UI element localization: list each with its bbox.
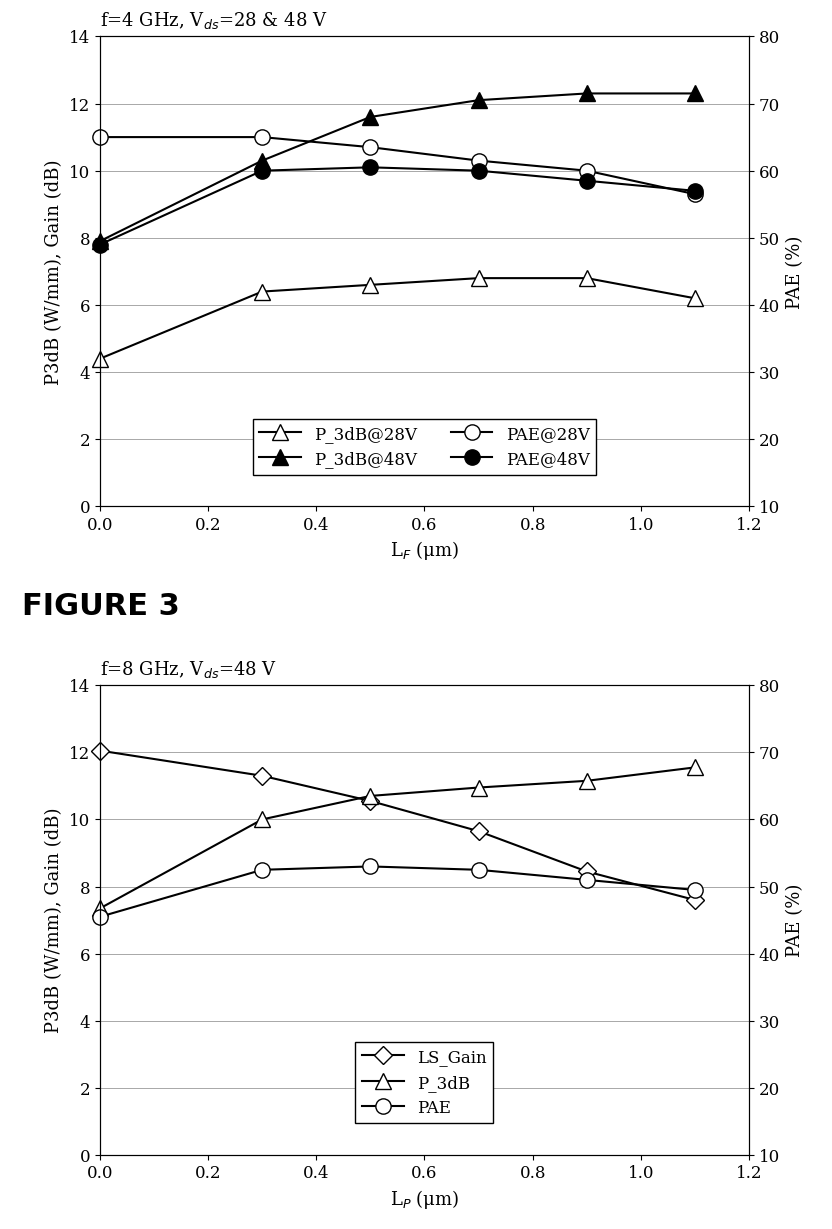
PAE@28V xyxy=(473,154,483,168)
PAE@48V xyxy=(582,173,592,188)
X-axis label: L$_{F}$ (μm): L$_{F}$ (μm) xyxy=(390,540,458,562)
PAE@28V xyxy=(582,163,592,178)
LS_Gain xyxy=(365,794,375,809)
Line: P_3dB@48V: P_3dB@48V xyxy=(92,86,702,249)
X-axis label: L$_{P}$ (μm): L$_{P}$ (μm) xyxy=(389,1187,459,1211)
P_3dB@28V xyxy=(582,272,592,286)
Y-axis label: PAE (%): PAE (%) xyxy=(785,235,804,308)
PAE@48V xyxy=(473,163,483,178)
Y-axis label: PAE (%): PAE (%) xyxy=(785,884,804,957)
LS_Gain xyxy=(582,864,592,879)
P_3dB@28V xyxy=(257,285,267,300)
P_3dB@28V xyxy=(690,291,700,306)
P_3dB@48V xyxy=(582,86,592,101)
P_3dB@48V xyxy=(257,154,267,168)
P_3dB@28V xyxy=(95,351,105,366)
PAE@28V xyxy=(257,130,267,145)
Y-axis label: P3dB (W/mm), Gain (dB): P3dB (W/mm), Gain (dB) xyxy=(45,807,63,1034)
Text: f=4 GHz, V$_{ds}$=28 & 48 V: f=4 GHz, V$_{ds}$=28 & 48 V xyxy=(100,10,327,31)
P_3dB@48V xyxy=(473,93,483,108)
LS_Gain xyxy=(257,768,267,783)
PAE xyxy=(582,873,592,887)
P_3dB@28V xyxy=(365,278,375,293)
P_3dB xyxy=(582,773,592,788)
Line: PAE: PAE xyxy=(92,859,702,924)
Line: PAE@28V: PAE@28V xyxy=(92,130,702,203)
PAE xyxy=(473,863,483,878)
Text: f=8 GHz, V$_{ds}$=48 V: f=8 GHz, V$_{ds}$=48 V xyxy=(100,659,277,680)
P_3dB@28V xyxy=(473,272,483,286)
PAE@48V xyxy=(95,237,105,252)
LS_Gain xyxy=(95,744,105,758)
Legend: LS_Gain, P_3dB, PAE: LS_Gain, P_3dB, PAE xyxy=(355,1042,493,1123)
P_3dB xyxy=(690,761,700,775)
P_3dB@48V xyxy=(690,86,700,101)
P_3dB@48V xyxy=(365,111,375,125)
Line: LS_Gain: LS_Gain xyxy=(93,745,701,907)
Line: PAE@48V: PAE@48V xyxy=(92,160,702,253)
Y-axis label: P3dB (W/mm), Gain (dB): P3dB (W/mm), Gain (dB) xyxy=(45,159,63,385)
PAE@48V xyxy=(690,184,700,199)
PAE@48V xyxy=(257,163,267,178)
P_3dB xyxy=(257,812,267,827)
PAE xyxy=(257,863,267,878)
PAE@48V xyxy=(365,161,375,176)
PAE xyxy=(690,882,700,897)
PAE@28V xyxy=(95,130,105,145)
Legend: P_3dB@28V, P_3dB@48V, PAE@28V, PAE@48V: P_3dB@28V, P_3dB@48V, PAE@28V, PAE@48V xyxy=(253,419,596,474)
PAE@28V xyxy=(690,187,700,202)
P_3dB xyxy=(365,789,375,804)
P_3dB xyxy=(473,780,483,795)
PAE xyxy=(365,859,375,874)
Line: P_3dB@28V: P_3dB@28V xyxy=(92,270,702,366)
PAE@28V xyxy=(365,140,375,155)
Line: P_3dB: P_3dB xyxy=(92,760,702,916)
P_3dB xyxy=(95,901,105,916)
Text: FIGURE 3: FIGURE 3 xyxy=(22,591,180,621)
PAE xyxy=(95,909,105,924)
LS_Gain xyxy=(473,823,483,838)
LS_Gain xyxy=(690,892,700,907)
P_3dB@48V xyxy=(95,235,105,249)
